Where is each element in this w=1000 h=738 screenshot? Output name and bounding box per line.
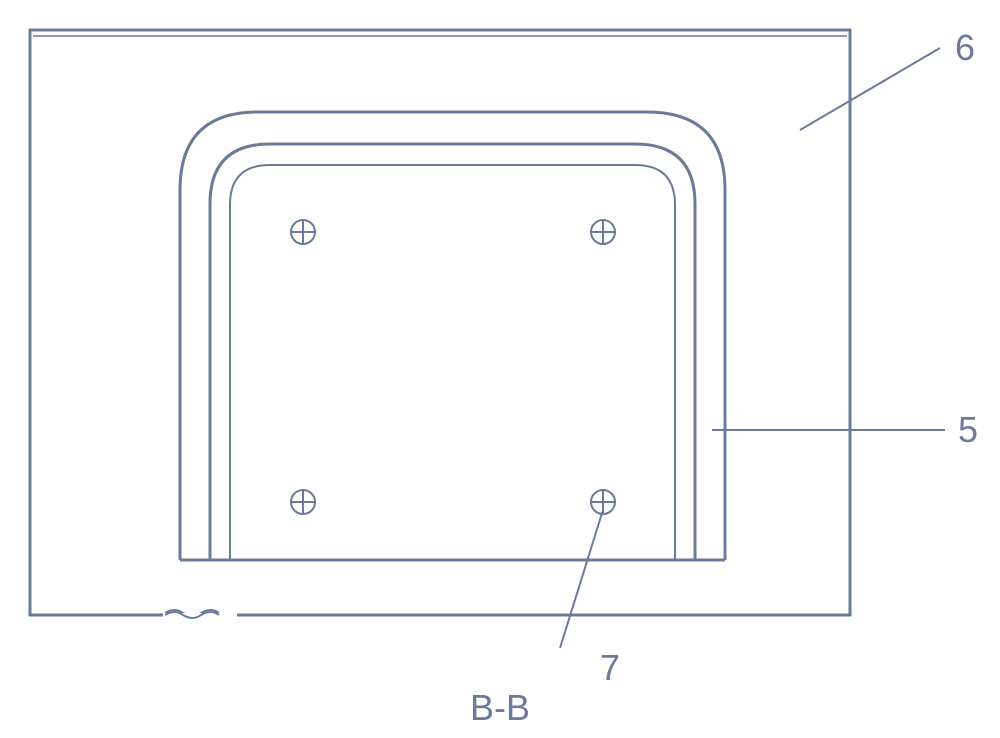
callout-label-5: 5	[958, 409, 978, 450]
arch-inner	[210, 144, 695, 560]
callout-label-7: 7	[600, 647, 620, 688]
fastener-2	[591, 220, 615, 244]
arch-outer	[180, 112, 725, 560]
mounting-plate	[230, 165, 675, 560]
outer-frame	[30, 30, 850, 615]
section-caption: B-B	[470, 687, 530, 728]
callout-label-6: 6	[955, 27, 975, 68]
leader-7	[560, 510, 603, 648]
leader-6	[800, 48, 940, 130]
fastener-3	[291, 490, 315, 514]
fastener-1	[291, 220, 315, 244]
